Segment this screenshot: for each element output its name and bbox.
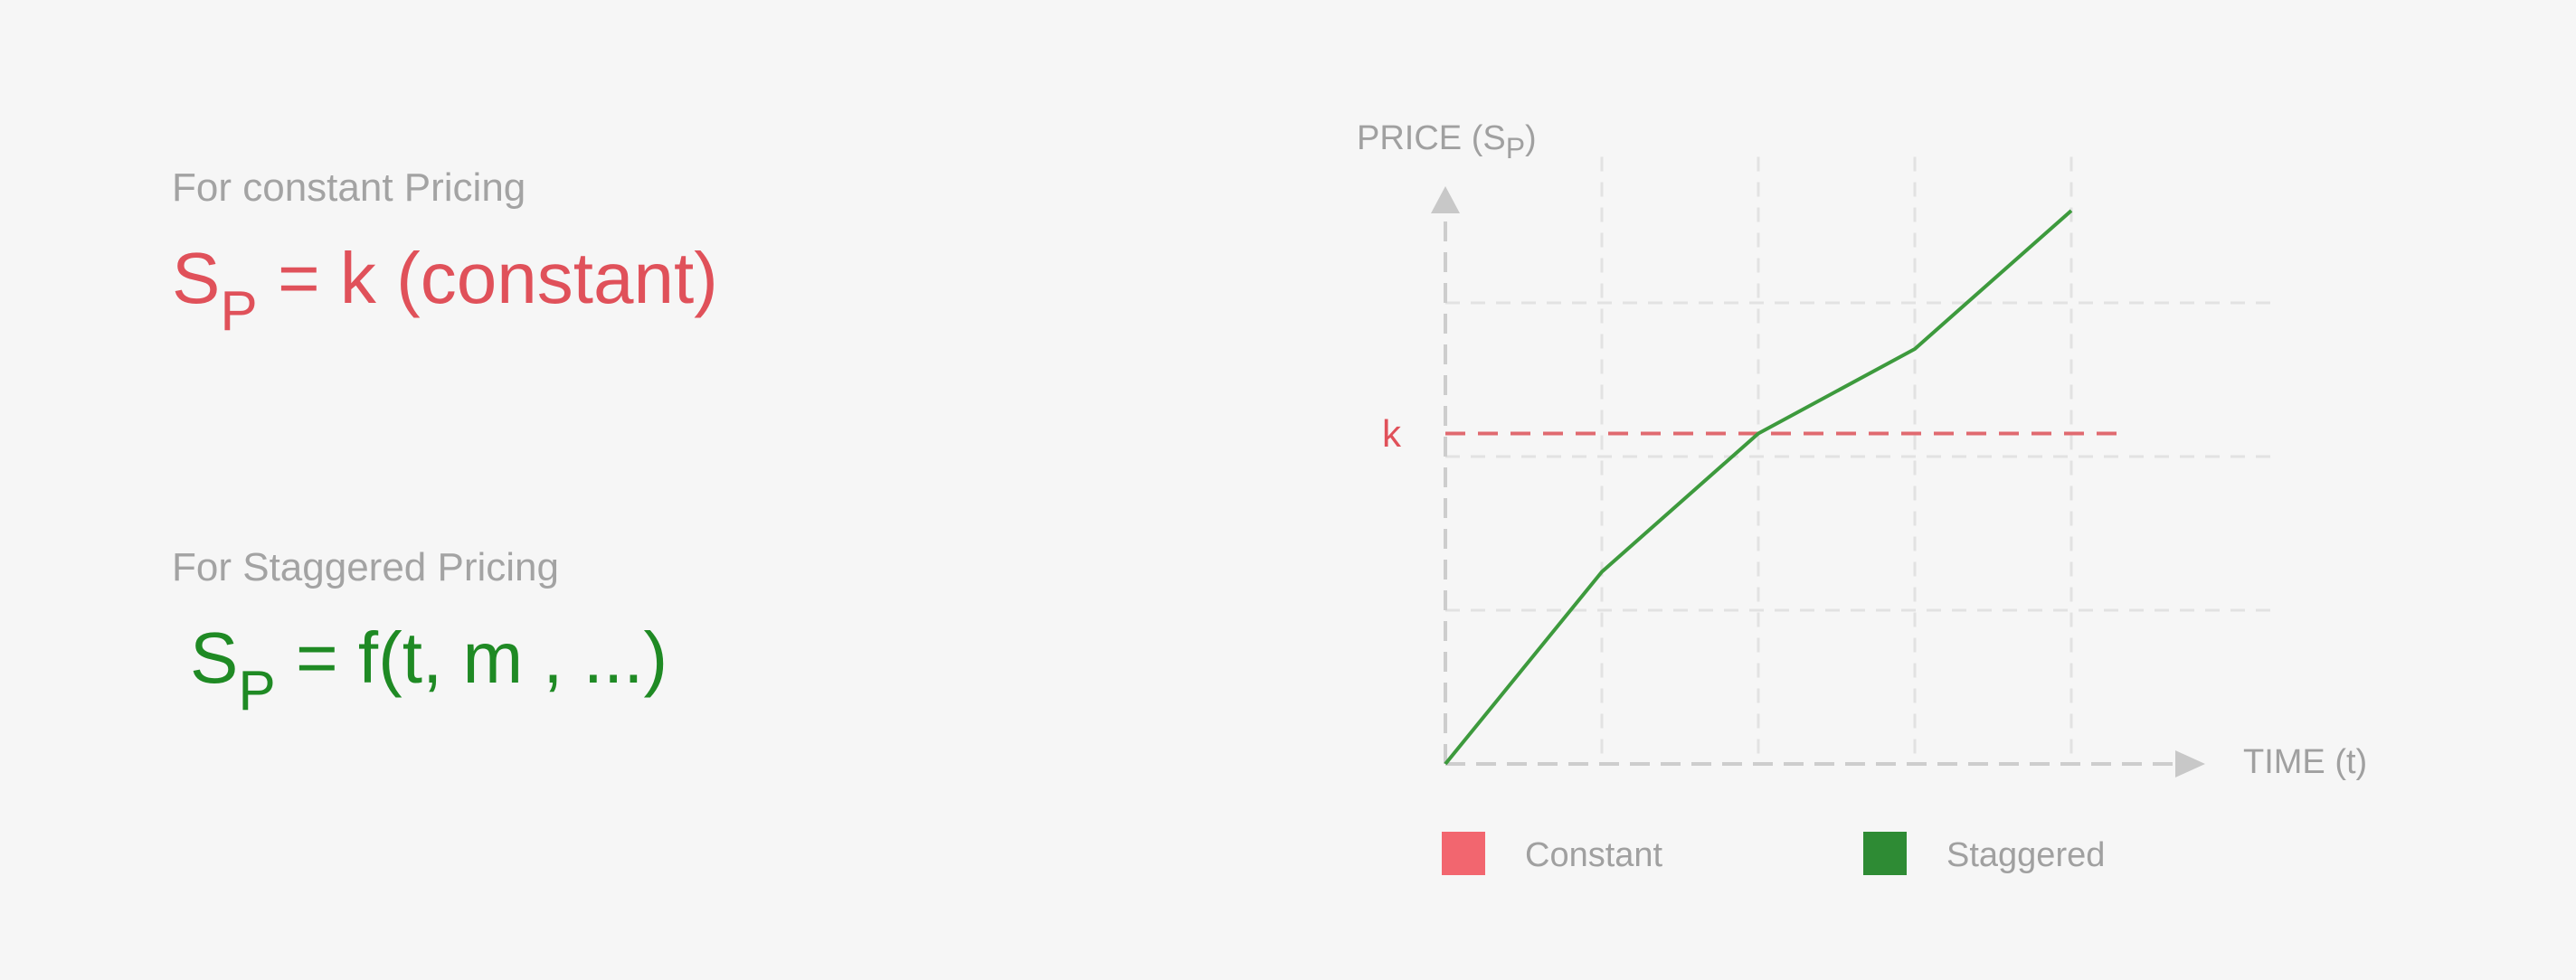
chart-series: [1444, 209, 2118, 766]
x-axis-arrow-icon: [2175, 750, 2205, 777]
constant-formula-symbol: S: [172, 238, 221, 318]
x-axis-label: TIME (t): [2243, 743, 2367, 781]
y-axis-label-subscript: P: [1506, 132, 1525, 165]
constant-formula-subscript: P: [220, 280, 258, 343]
constant-caption: For constant Pricing: [172, 165, 526, 210]
staggered-formula-subscript: P: [238, 660, 276, 722]
legend-swatch-staggered: [1863, 832, 1907, 875]
staggered-formula-symbol: S: [190, 617, 239, 698]
staggered-formula: SP = f(t, m , ...): [190, 622, 668, 720]
y-axis-label: PRICE (SP): [1357, 119, 1537, 165]
y-axis-arrow-icon: [1431, 186, 1460, 213]
legend-label-constant: Constant: [1525, 836, 1663, 874]
staggered-caption: For Staggered Pricing: [172, 545, 559, 589]
chart-grid: [1445, 156, 2275, 764]
y-axis-label-main: PRICE (S: [1357, 119, 1506, 157]
staggered-formula-rest: = f(t, m , ...): [275, 617, 668, 698]
chart-axes: [1431, 186, 2205, 777]
constant-formula-rest: = k (constant): [257, 238, 718, 318]
legend-label-staggered: Staggered: [1946, 836, 2105, 874]
constant-formula: SP = k (constant): [172, 242, 718, 340]
y-axis-label-end: ): [1525, 119, 1537, 157]
series-line-staggered: [1444, 209, 2073, 766]
legend-swatch-constant: [1442, 832, 1485, 875]
k-tick-label: k: [1382, 412, 1402, 455]
chart-legend: Constant Staggered: [1442, 832, 2105, 875]
